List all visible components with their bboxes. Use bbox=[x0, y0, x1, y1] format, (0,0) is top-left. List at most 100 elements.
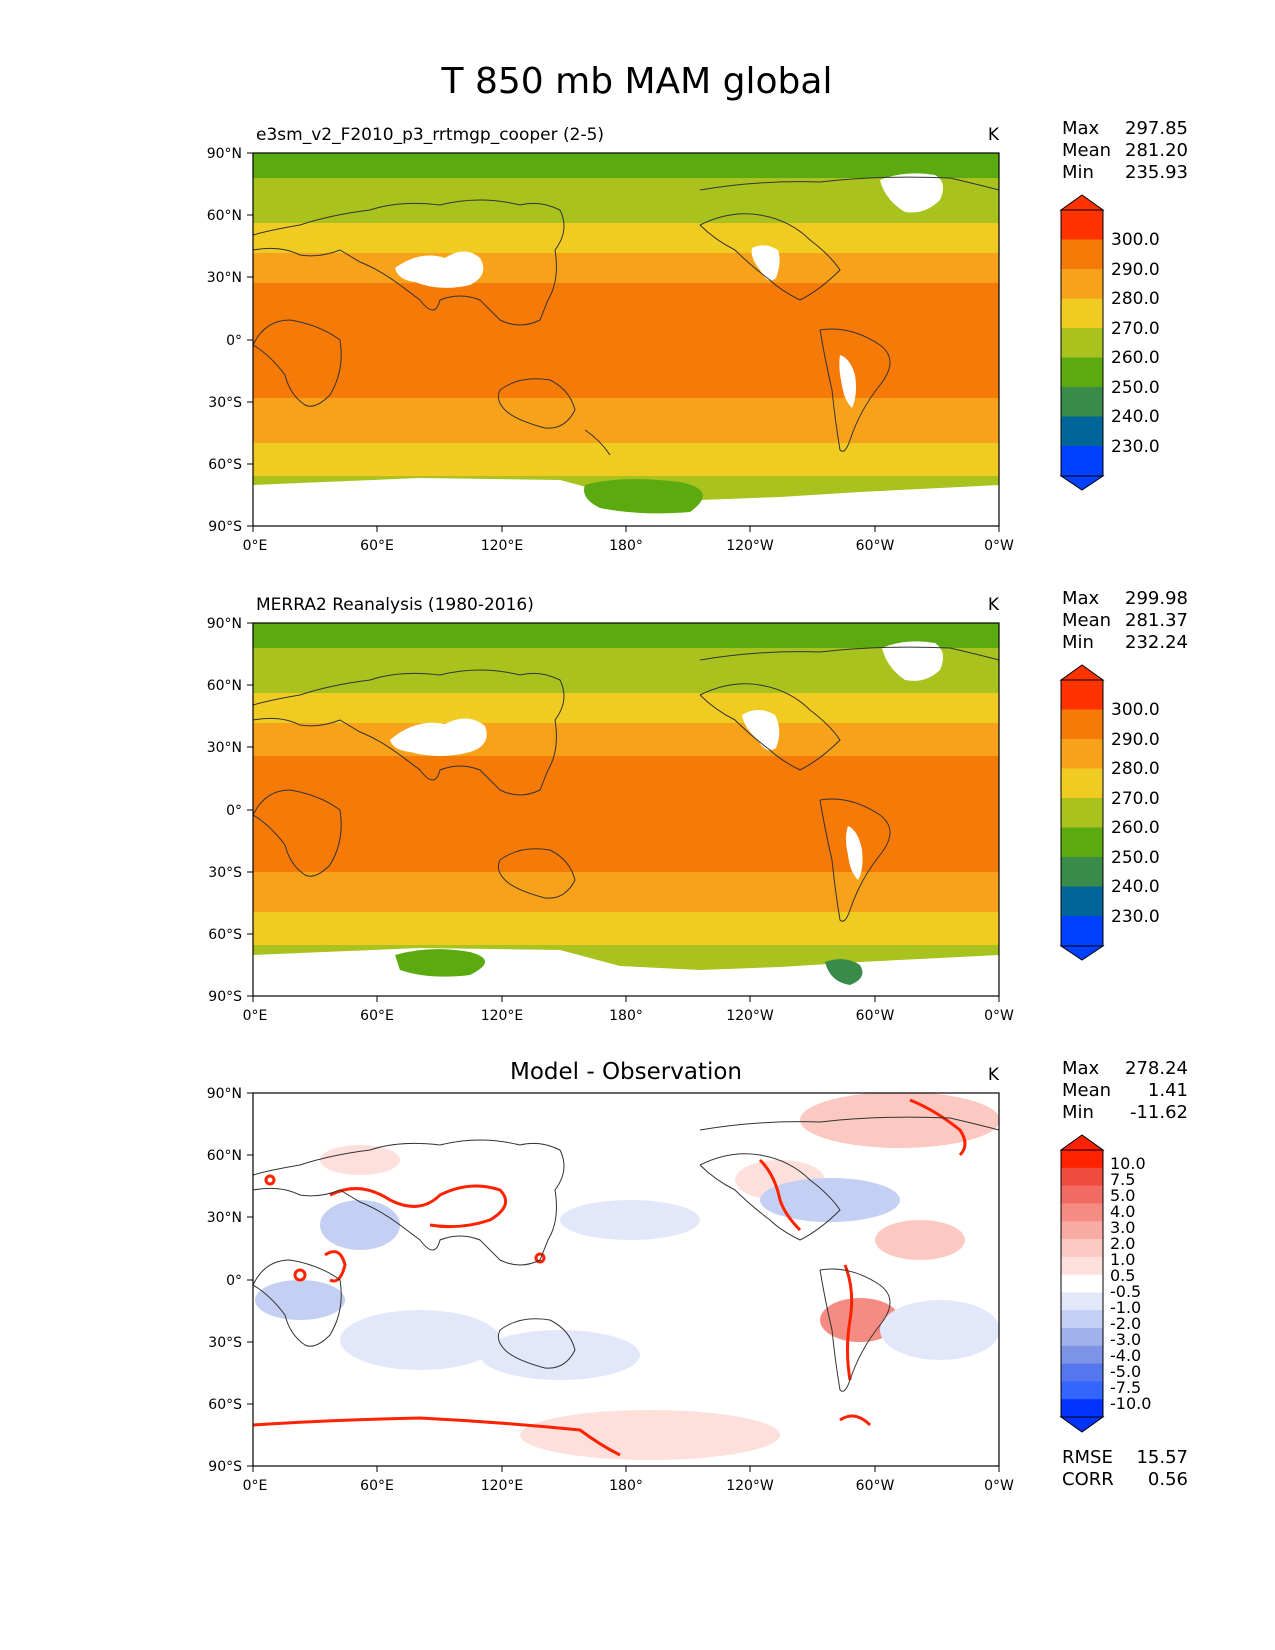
x-ticks bbox=[252, 996, 1000, 1002]
colorbar-top-arrow bbox=[1059, 194, 1105, 211]
diff-anomaly-negative bbox=[320, 1200, 400, 1250]
colorbar-label: 250.0 bbox=[1111, 378, 1160, 398]
y-ticks bbox=[247, 152, 253, 527]
colorbar-label: 0.5 bbox=[1110, 1266, 1135, 1285]
colorbar-swatch bbox=[1061, 298, 1103, 328]
stat-min-label: Min bbox=[1062, 1102, 1094, 1123]
panel-difference: Model - Observation K bbox=[207, 1058, 1188, 1494]
diff-anomaly-negative bbox=[340, 1310, 500, 1370]
band-lat-38-22 bbox=[253, 723, 999, 756]
colorbar-label: 290.0 bbox=[1111, 730, 1160, 750]
map-field bbox=[253, 153, 999, 526]
greenland-masked bbox=[882, 641, 944, 681]
colorbar-swatch bbox=[1061, 1381, 1103, 1400]
colorbar-label: 290.0 bbox=[1111, 260, 1160, 280]
colorbar-swatch bbox=[1061, 886, 1103, 916]
andes-masked bbox=[846, 826, 863, 880]
colorbar-label: 230.0 bbox=[1111, 437, 1160, 457]
stat-mean-value: 281.37 bbox=[1125, 610, 1188, 631]
colorbar-label: 280.0 bbox=[1111, 289, 1160, 309]
colorbar-swatch bbox=[1061, 416, 1103, 446]
rmse-value: 15.57 bbox=[1136, 1447, 1188, 1468]
panel-observation-title: MERRA2 Reanalysis (1980-2016) bbox=[256, 595, 534, 615]
colorbar: 300.0 290.0 280.0 270.0 260.0 250.0 240.… bbox=[1059, 664, 1160, 961]
stats-block: Max 278.24 Mean 1.41 Min -11.62 bbox=[1062, 1058, 1188, 1123]
panel-model: e3sm_v2_F2010_p3_rrtmgp_cooper (2-5) K bbox=[207, 118, 1188, 554]
colorbar-outline bbox=[1060, 209, 1104, 477]
skill-scores: RMSE 15.57 CORR 0.56 bbox=[1062, 1447, 1188, 1490]
corr-label: CORR bbox=[1062, 1469, 1114, 1490]
x-tick-label: 120°W bbox=[726, 538, 774, 554]
stat-max-label: Max bbox=[1062, 118, 1100, 139]
map-field bbox=[253, 1093, 999, 1466]
diff-anomaly-positive bbox=[800, 1093, 999, 1148]
stat-max-value: 297.85 bbox=[1125, 118, 1188, 139]
diff-anomaly-negative bbox=[560, 1200, 700, 1240]
colorbar-swatch bbox=[1061, 1310, 1103, 1329]
y-tick-label: 30°S bbox=[208, 1335, 242, 1351]
band-lat-n10-n28 bbox=[253, 872, 999, 912]
x-ticks bbox=[252, 526, 1000, 532]
stat-mean-label: Mean bbox=[1062, 1080, 1111, 1101]
x-tick-label: 180° bbox=[609, 1478, 643, 1494]
stat-min-value: 232.24 bbox=[1125, 632, 1188, 653]
antarctica-green bbox=[825, 959, 863, 985]
colorbar-outline bbox=[1060, 1149, 1104, 1418]
y-tick-label: 90°S bbox=[208, 989, 242, 1005]
y-ticks bbox=[247, 1092, 253, 1467]
colorbar: 300.0 290.0 280.0 270.0 260.0 250.0 240.… bbox=[1059, 194, 1160, 491]
x-tick-label: 180° bbox=[609, 538, 643, 554]
panel-observation-units: K bbox=[988, 595, 1000, 615]
colorbar-swatch bbox=[1061, 1150, 1103, 1169]
colorbar-swatch bbox=[1061, 239, 1103, 269]
rockies-masked bbox=[742, 710, 780, 751]
band-lat-75-55 bbox=[253, 648, 999, 693]
colorbar-label: -4.0 bbox=[1110, 1346, 1141, 1365]
y-tick-label: 60°N bbox=[207, 678, 242, 694]
coastlines bbox=[253, 646, 999, 922]
antarctica-green bbox=[584, 479, 703, 514]
colorbar-label: -1.0 bbox=[1110, 1298, 1141, 1317]
colorbar-labels: 300.0 290.0 280.0 270.0 260.0 250.0 240.… bbox=[1111, 230, 1160, 457]
x-tick-label: 120°W bbox=[726, 1478, 774, 1494]
tibet-masked bbox=[395, 251, 484, 288]
y-tick-label: 90°S bbox=[208, 1459, 242, 1475]
colorbar-label: 280.0 bbox=[1111, 759, 1160, 779]
stats-block: Max 297.85 Mean 281.20 Min 235.93 bbox=[1062, 118, 1188, 183]
colorbar-swatch bbox=[1061, 798, 1103, 828]
colorbar-label: 270.0 bbox=[1111, 789, 1160, 809]
y-tick-label: 30°N bbox=[207, 1210, 242, 1226]
band-lat-n28-n45 bbox=[253, 912, 999, 945]
y-tick-label: 60°S bbox=[208, 457, 242, 473]
colorbar-labels: 300.0 290.0 280.0 270.0 260.0 250.0 240.… bbox=[1111, 700, 1160, 927]
x-tick-labels: 0°E 60°E 120°E 180° 120°W 60°W 0°W bbox=[243, 1008, 1014, 1024]
colorbar-swatch bbox=[1061, 1399, 1103, 1418]
diff-anomaly-negative bbox=[880, 1300, 999, 1360]
x-tick-label: 60°E bbox=[360, 538, 394, 554]
y-ticks bbox=[247, 622, 253, 997]
stat-min-value: -11.62 bbox=[1130, 1102, 1188, 1123]
coastlines bbox=[253, 1116, 999, 1392]
colorbar-label: 7.5 bbox=[1110, 1170, 1135, 1189]
y-tick-label: 0° bbox=[226, 803, 242, 819]
colorbar-swatch bbox=[1061, 357, 1103, 387]
y-tick-label: 60°S bbox=[208, 1397, 242, 1413]
diff-anomaly-positive bbox=[320, 1145, 400, 1175]
colorbar-label: -5.0 bbox=[1110, 1362, 1141, 1381]
colorbar-label: -2.0 bbox=[1110, 1314, 1141, 1333]
x-tick-label: 120°E bbox=[481, 538, 524, 554]
band-lat-55-38 bbox=[253, 693, 999, 723]
y-tick-label: 90°N bbox=[207, 1086, 242, 1102]
x-tick-label: 0°E bbox=[243, 1008, 268, 1024]
y-tick-label: 30°S bbox=[208, 395, 242, 411]
diff-anomaly-positive bbox=[875, 1220, 965, 1260]
stat-max-value: 278.24 bbox=[1125, 1058, 1188, 1079]
colorbar-label: 240.0 bbox=[1111, 407, 1160, 427]
coastlines bbox=[253, 176, 999, 456]
andes-masked bbox=[839, 355, 856, 408]
colorbar-label: 3.0 bbox=[1110, 1218, 1135, 1237]
colorbar-swatch bbox=[1061, 1274, 1103, 1293]
colorbar-label: -10.0 bbox=[1110, 1394, 1151, 1413]
panel-difference-title: Model - Observation bbox=[510, 1059, 742, 1085]
